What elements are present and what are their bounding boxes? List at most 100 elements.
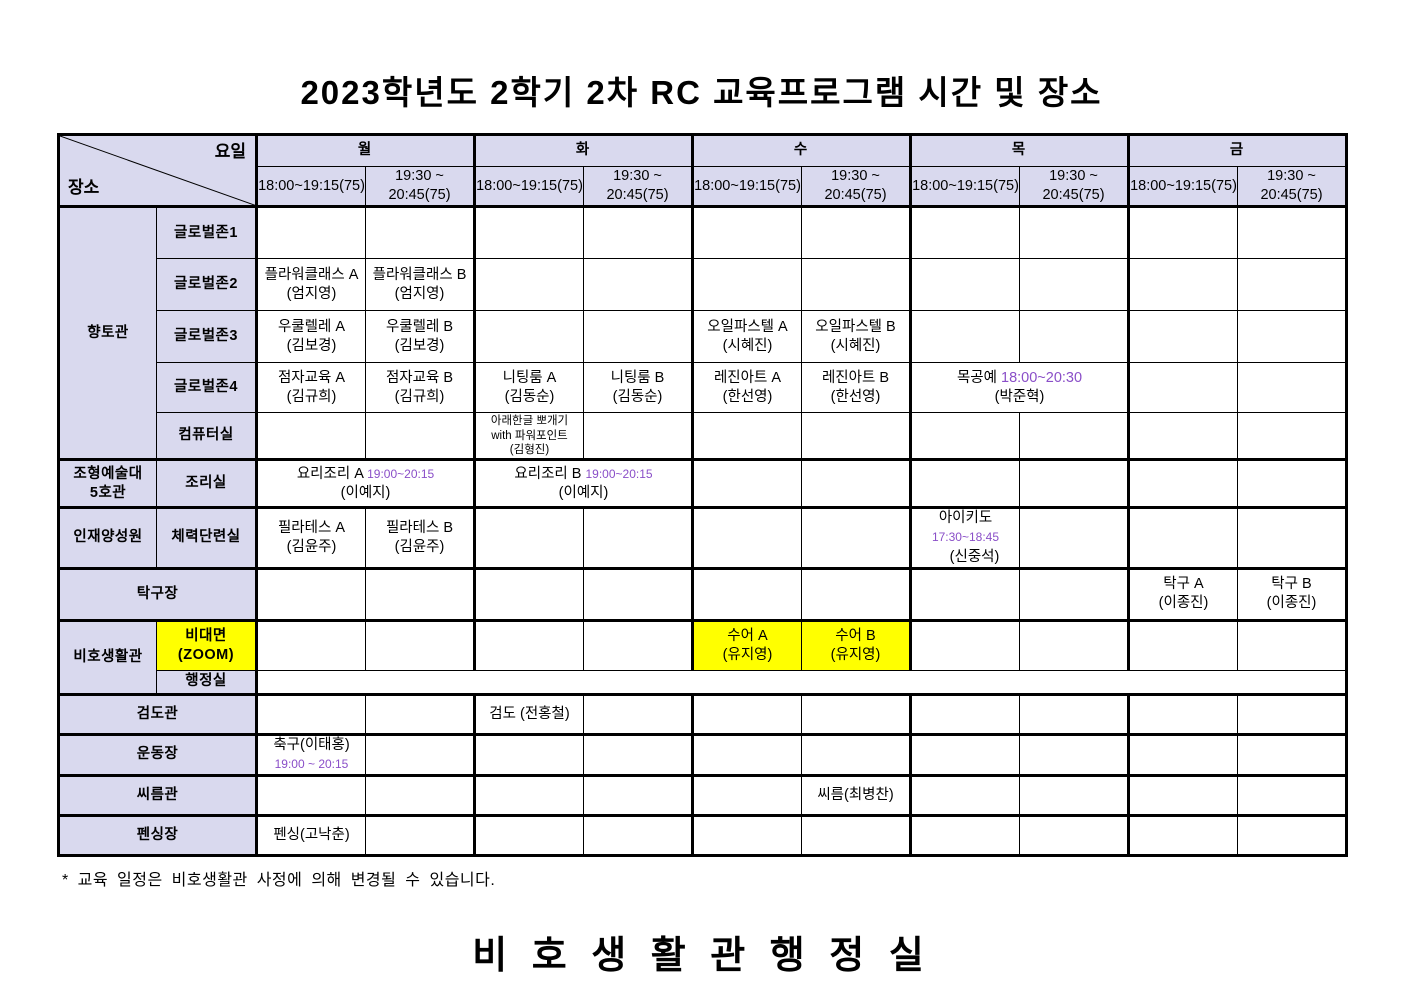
building-talent-center: 인재양성원 <box>58 506 157 569</box>
empty-cell <box>583 310 693 364</box>
empty-cell <box>1237 506 1347 569</box>
empty-cell <box>1127 310 1238 364</box>
empty-cell <box>909 258 1020 312</box>
time-text: 17:30~18:45 <box>931 530 1000 545</box>
cell-label: 월 <box>357 142 374 159</box>
program-text: (시혜진) <box>722 337 773 354</box>
empty-cell <box>909 618 1020 671</box>
empty-cell <box>365 205 475 260</box>
program-oil-pastel-a: 오일파스텔 A (시혜진) <box>691 310 802 364</box>
empty-cell <box>583 773 693 816</box>
program-text: 펜싱(고낙춘) <box>273 826 350 843</box>
program-text: 검도 (전홍철) <box>489 705 570 722</box>
program-flower-class-a: 플라워클래스 A (엄지영) <box>255 258 366 312</box>
row-fitness-room: 인재양성원 체력단련실 필라테스 A (김윤주) 필라테스 B (김윤주) 아이키도 17:… <box>58 506 1347 569</box>
empty-cell <box>365 566 475 621</box>
program-text: (박준혁) <box>994 388 1045 405</box>
empty-cell <box>1237 458 1347 509</box>
cell-label: 19:30 ~ 20:45(75) <box>824 168 887 204</box>
cell-line: 19:00 ~ 20:15 <box>260 755 365 774</box>
cell-label: 금 <box>1229 142 1246 159</box>
empty-cell <box>909 205 1020 260</box>
program-text: 축구(이태홍) <box>273 736 350 753</box>
program-text: 우쿨렐레 B <box>385 318 454 335</box>
place-kendo-hall: 검도관 <box>58 692 257 735</box>
empty-cell <box>365 773 475 816</box>
cell-label: 글로벌존4 <box>174 379 238 396</box>
program-text: (한선영) <box>722 388 773 405</box>
program-resin-art-b: 레진아트 B (한선영) <box>801 362 911 414</box>
empty-cell <box>801 732 911 776</box>
program-text: with 파워포인트 <box>491 429 568 442</box>
row-ssireum-hall: 씨름관 씨름(최병찬) <box>58 773 1347 816</box>
program-ukulele-b: 우쿨렐레 B (김보경) <box>365 310 475 364</box>
footer-title: 비 호 생 활 관 행 정 실 <box>472 935 931 977</box>
cell-label: 향토관 <box>87 324 129 341</box>
corner-day-label: 요일 <box>214 142 246 161</box>
empty-cell <box>1127 813 1238 856</box>
program-text: 탁구 A <box>1163 576 1204 592</box>
time-header: 18:00~19:15(75) <box>255 165 366 208</box>
program-text: 우쿨렐레 A <box>277 318 346 335</box>
cell-line: (김보경) <box>260 337 365 356</box>
timetable-body: 요일 장소 월 화 수 목 금 18:00~19:15(75) 19:30 ~ 20:45(75… <box>58 133 1347 856</box>
program-text: (김윤주) <box>286 538 337 555</box>
cell-label: 19:30 ~ 20:45(75) <box>388 168 451 204</box>
empty-cell <box>583 618 693 671</box>
empty-cell <box>691 458 802 509</box>
empty-cell <box>801 813 911 856</box>
row-sports-field: 운동장 축구(이태홍) 19:00 ~ 20:15 <box>58 732 1347 776</box>
program-text: (김규희) <box>394 388 445 405</box>
empty-cell <box>1019 506 1129 569</box>
time-text: 19:00~20:15 <box>367 466 435 481</box>
cell-line: 니팅룸 B <box>585 369 692 388</box>
empty-cell <box>473 732 584 776</box>
empty-cell <box>1019 813 1129 856</box>
program-text: 요리조리 B <box>514 465 586 482</box>
program-pilates-a: 필라테스 A (김윤주) <box>255 506 366 569</box>
program-knitting-room-a: 니팅룸 A (김동순) <box>473 362 584 414</box>
time-text: 19:00~20:15 <box>585 466 653 481</box>
program-flower-class-b: 플라워클래스 B (엄지영) <box>365 258 475 312</box>
program-text: 씨름(최병찬) <box>817 786 894 803</box>
room-globalzone1: 글로벌존1 <box>156 205 257 260</box>
empty-cell <box>801 458 911 509</box>
cell-line: (시혜진) <box>696 337 801 356</box>
row-fencing-hall: 펜싱장 펜싱(고낙춘) <box>58 813 1347 856</box>
empty-cell <box>1127 362 1238 414</box>
empty-cell <box>1127 412 1238 461</box>
program-text: 목공예 <box>956 369 1001 386</box>
cell-line: (시혜진) <box>803 337 910 356</box>
cell-label: 19:30 ~ 20:45(75) <box>1260 168 1323 204</box>
empty-cell <box>909 412 1020 461</box>
cell-label: 탁구장 <box>136 585 179 602</box>
day-header-thu: 목 <box>909 134 1129 167</box>
program-text: 조형예술대 <box>73 465 143 482</box>
cell-label: 18:00~19:15(75) <box>258 177 365 194</box>
cell-line: with 파워포인트 <box>478 429 583 443</box>
program-text: (이예지) <box>340 484 391 501</box>
row-admin-office: 행정실 <box>59 669 1347 695</box>
corner-cell: 요일 장소 <box>58 133 257 208</box>
row-computer-room: 컴퓨터실 아래한글 뽀개기 with 파워포인트 (김형진) <box>59 412 1347 461</box>
empty-cell <box>255 566 366 621</box>
program-resin-art-a: 레진아트 A (한선영) <box>691 362 802 414</box>
program-pilates-b: 필라테스 B (김윤주) <box>365 506 475 569</box>
program-text: (이종진) <box>1158 595 1209 612</box>
place-pingpong: 탁구장 <box>58 566 257 621</box>
day-header-wed: 수 <box>691 134 911 167</box>
program-text: 아이키도 <box>938 510 993 527</box>
cell-line: 씨름(최병찬) <box>803 786 910 805</box>
day-header-fri: 금 <box>1127 134 1347 167</box>
cell-line: 우쿨렐레 A <box>260 318 365 337</box>
cell-line: 아래한글 뽀개기 <box>478 414 583 428</box>
cell-line: (ZOOM) <box>158 646 256 665</box>
cell-line: 오일파스텔 A <box>696 318 801 337</box>
program-text: 오일파스텔 B <box>815 318 896 335</box>
program-table-tennis-b: 탁구 B (이종진) <box>1237 566 1347 621</box>
empty-cell <box>365 732 475 776</box>
empty-cell <box>909 692 1020 735</box>
empty-cell <box>365 412 475 461</box>
cell-label: 18:00~19:15(75) <box>912 177 1019 194</box>
program-text: (김동순) <box>504 388 555 405</box>
